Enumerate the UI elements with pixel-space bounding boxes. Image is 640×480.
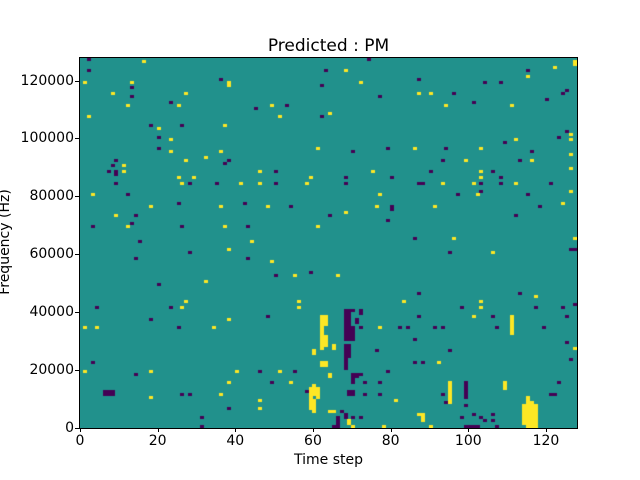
y-axis-label: Frequency (Hz): [0, 189, 13, 295]
x-tick-mark: [312, 428, 314, 432]
heatmap-canvas: [80, 58, 577, 428]
x-tick-label: 40: [226, 433, 245, 449]
y-tick-mark: [75, 254, 79, 256]
y-tick-mark: [75, 80, 79, 82]
x-tick-mark: [80, 428, 81, 432]
x-tick-label: 80: [381, 433, 400, 449]
y-tick-mark: [75, 369, 79, 371]
x-tick-mark: [157, 428, 159, 432]
x-tick-mark: [468, 428, 470, 432]
y-tick-label: 0: [65, 419, 74, 436]
x-axis-label: Time step: [294, 452, 363, 468]
x-tick-mark: [390, 428, 392, 432]
x-tick-label: 60: [304, 433, 322, 449]
y-tick-label: 100000: [20, 130, 74, 147]
y-tick-label: 80000: [29, 188, 74, 205]
y-tick-mark: [75, 196, 79, 198]
y-tick-mark: [75, 138, 79, 140]
x-tick-label: 120: [532, 433, 560, 449]
x-tick-mark: [235, 428, 237, 432]
chart-title: Predicted : PM: [267, 36, 390, 56]
x-tick-label: 20: [148, 433, 167, 449]
y-tick-label: 40000: [29, 303, 74, 320]
y-tick-mark: [75, 311, 79, 313]
y-tick-label: 120000: [20, 72, 74, 89]
plot-area: [79, 57, 578, 429]
y-tick-label: 60000: [29, 246, 74, 263]
x-tick-label: 0: [75, 433, 85, 449]
y-tick-label: 20000: [29, 361, 74, 378]
x-tick-mark: [545, 428, 547, 432]
y-tick-mark: [75, 427, 79, 429]
x-tick-label: 100: [454, 433, 482, 449]
